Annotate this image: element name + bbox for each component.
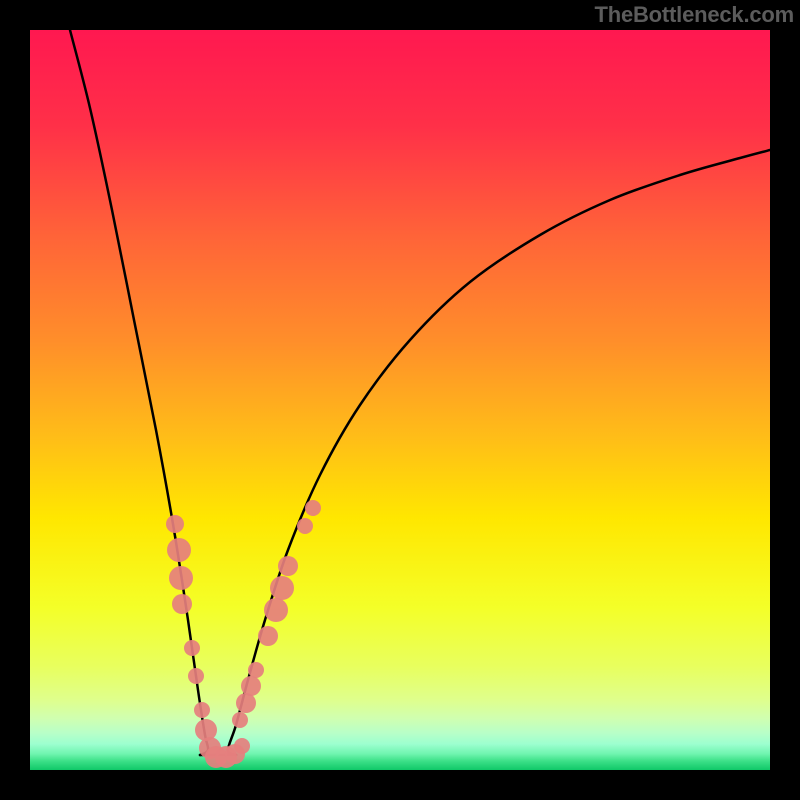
chart-frame: TheBottleneck.com	[0, 0, 800, 800]
scatter-point	[241, 676, 261, 696]
scatter-point	[188, 668, 204, 684]
scatter-point	[305, 500, 321, 516]
scatter-point	[166, 515, 184, 533]
scatter-point	[232, 712, 248, 728]
scatter-point	[169, 566, 193, 590]
scatter-point	[264, 598, 288, 622]
scatter-point	[258, 626, 278, 646]
watermark-text: TheBottleneck.com	[594, 2, 794, 28]
scatter-point	[167, 538, 191, 562]
scatter-point	[234, 738, 250, 754]
plot-svg	[30, 30, 770, 770]
gradient-background	[30, 30, 770, 770]
scatter-point	[172, 594, 192, 614]
scatter-point	[194, 702, 210, 718]
scatter-point	[278, 556, 298, 576]
scatter-point	[270, 576, 294, 600]
scatter-point	[297, 518, 313, 534]
scatter-point	[184, 640, 200, 656]
scatter-point	[248, 662, 264, 678]
scatter-point	[236, 693, 256, 713]
plot-area	[30, 30, 770, 770]
